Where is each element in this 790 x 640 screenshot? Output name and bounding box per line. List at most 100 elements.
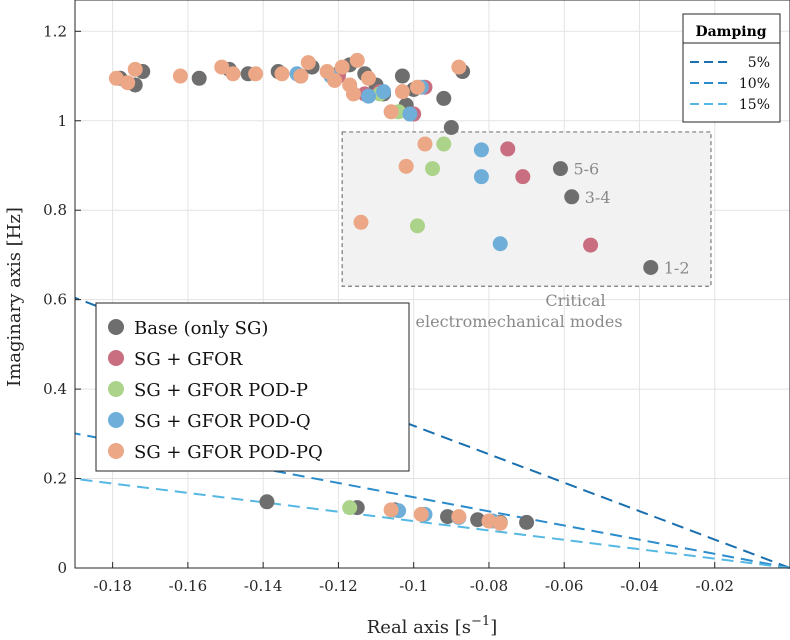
data-point-series-4 [417,136,433,152]
data-point-series-4 [383,104,399,120]
x-tick-label: -0.14 [244,577,282,595]
series-legend-box [95,302,410,472]
y-tick-label: 1 [57,112,67,130]
data-point-series-4 [127,61,143,77]
data-point-series-4 [248,66,264,82]
data-point-series-2 [342,500,358,516]
x-ticks: -0.18 -0.16 -0.14 -0.12 -0.1 -0.08 -0.06 -0.04 -… [93,562,734,595]
data-point-series-0 [470,512,486,528]
data-point-series-0 [440,509,456,525]
data-point-series-0 [552,161,568,177]
mode-label: 1-2 [664,258,690,277]
legend-marker [108,443,124,459]
data-point-series-4 [394,84,410,100]
critical-region: Critical electromechanical modes [341,131,712,331]
data-point-series-0 [564,189,580,205]
series-legend: Base (only SG) SG + GFOR SG + GFOR POD-P SG… [95,302,410,472]
legend-label: SG + GFOR POD-P [134,380,308,401]
data-points [108,52,659,531]
damping-line-10pct [74,432,790,569]
x-tick-label: -0.12 [319,577,357,595]
x-tick-label: -0.16 [169,577,207,595]
data-point-series-3 [361,88,377,104]
data-point-series-4 [451,509,467,525]
data-point-series-1 [583,237,599,253]
x-tick-label: -0.1 [399,577,428,595]
y-tick-label: 1.2 [43,22,67,40]
damping-legend: Damping 5% 10% 15% [682,13,781,123]
data-point-series-0 [191,70,207,86]
y-tick-label: 0 [57,559,67,577]
critical-region-label-1: Critical [545,291,605,310]
y-ticks: 0 0.2 0.4 0.6 0.8 1 1.2 [43,22,81,577]
data-point-series-0 [643,259,659,275]
legend-marker [108,412,124,428]
mode-label: 3-4 [585,188,611,207]
damping-legend-title: Damping [695,24,766,40]
data-point-series-4 [172,68,188,84]
y-tick-label: 0.6 [43,291,67,309]
damping-legend-box [682,13,781,123]
legend-label: Base (only SG) [134,318,268,339]
data-point-series-4 [327,73,343,89]
data-point-series-4 [300,55,316,71]
data-point-series-3 [492,236,508,252]
mode-label: 5-6 [573,160,599,179]
damping-legend-label: 15% [739,97,770,113]
data-point-series-4 [409,79,425,95]
legend-label: SG + GFOR POD-PQ [134,442,323,463]
damping-legend-label: 5% [748,55,770,71]
data-point-series-0 [436,90,452,106]
data-point-series-4 [451,59,467,75]
data-point-series-4 [383,502,399,518]
data-point-series-4 [413,506,429,522]
data-point-series-4 [398,158,414,174]
legend-label: SG + GFOR POD-Q [134,411,311,432]
data-point-series-4 [274,66,290,82]
legend-label: SG + GFOR [134,349,243,370]
data-point-series-2 [409,218,425,234]
data-point-series-4 [120,75,136,91]
data-point-series-1 [515,169,531,185]
data-point-series-4 [361,70,377,86]
legend-marker [108,350,124,366]
mode-labels: 5-6 3-4 1-2 [573,160,689,278]
legend-marker [108,319,124,335]
data-point-series-3 [376,84,392,100]
legend-marker [108,381,124,397]
data-point-series-0 [259,494,275,510]
data-point-series-3 [473,169,489,185]
data-point-series-4 [349,52,365,68]
data-point-series-4 [345,86,361,102]
data-point-series-4 [225,66,241,82]
x-tick-label: -0.02 [696,577,734,595]
data-point-series-2 [436,136,452,152]
data-point-series-4 [334,59,350,75]
plot-frame [74,0,790,569]
y-tick-label: 0.8 [43,201,67,219]
damping-line-15pct [74,477,790,569]
data-point-series-0 [394,68,410,84]
data-point-series-4 [492,515,508,531]
data-point-series-4 [108,70,124,86]
data-point-series-3 [402,106,418,122]
data-point-series-4 [293,68,309,84]
x-tick-label: -0.06 [545,577,583,595]
x-tick-label: -0.04 [620,577,658,595]
x-tick-label: -0.08 [470,577,508,595]
data-point-series-4 [353,214,369,230]
data-point-series-4 [214,59,230,75]
data-point-series-4 [481,513,497,529]
critical-region-label-2: electromechanical modes [416,312,623,331]
y-tick-label: 0.2 [43,470,67,488]
data-point-series-1 [500,141,516,157]
x-tick-label: -0.18 [93,577,131,595]
y-tick-label: 0.4 [43,380,67,398]
data-point-series-0 [443,119,459,135]
y-axis-title: Imaginary axis [Hz] [4,207,25,387]
data-point-series-2 [425,161,440,177]
damping-legend-label: 10% [739,76,770,92]
x-axis-title: Real axis [s−1] [367,614,497,638]
data-point-series-0 [519,514,535,530]
